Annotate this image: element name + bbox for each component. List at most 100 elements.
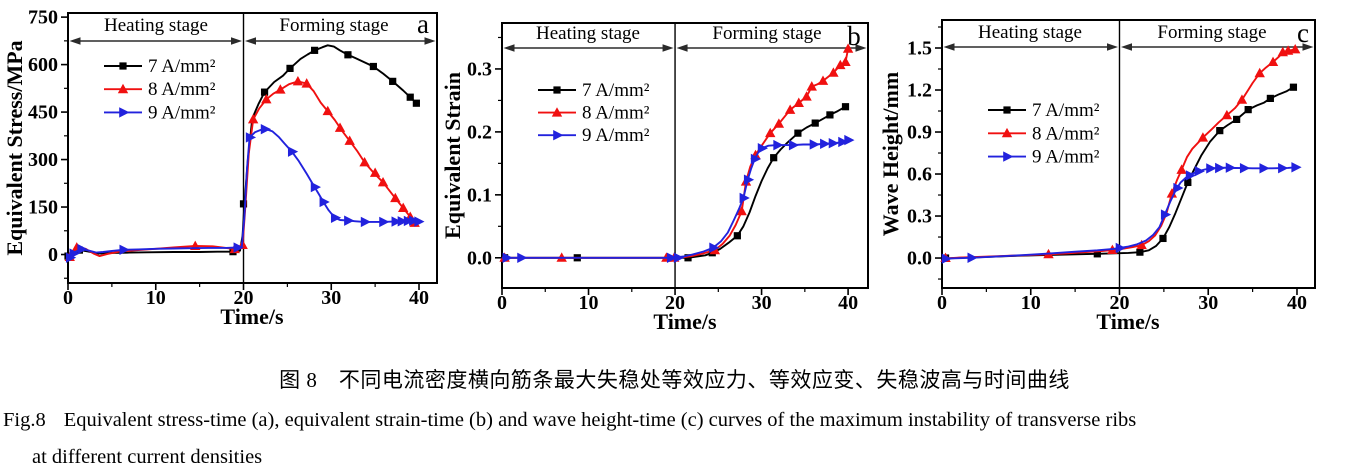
x-tick-label: 30 bbox=[752, 292, 772, 314]
chart-c: 0 10 20 30 40 0.0 0.3 0.6 0.9 1.2 1.5 Time/s Wave He… bbox=[878, 18, 1316, 334]
legend-label: 8 A/mm² bbox=[148, 79, 216, 100]
series-marker-9A bbox=[820, 138, 831, 150]
x-tick-label: 30 bbox=[1198, 292, 1218, 314]
series-marker-9A bbox=[330, 212, 342, 223]
series-marker-8A bbox=[1166, 188, 1178, 198]
x-tick-label: 20 bbox=[1109, 292, 1129, 314]
series-marker-8A bbox=[247, 113, 259, 124]
x-tick-label: 20 bbox=[234, 287, 254, 309]
stage-label: Forming stage bbox=[279, 15, 388, 36]
series-marker-7A bbox=[811, 119, 819, 127]
y-tick-label: 150 bbox=[28, 197, 58, 219]
series-marker-8A bbox=[1254, 67, 1265, 78]
y-tick-label: 750 bbox=[28, 7, 58, 29]
caption-english-line2: at different current densities bbox=[32, 446, 263, 468]
legend-marker-icon bbox=[119, 107, 130, 118]
series-marker-8A bbox=[369, 167, 381, 177]
series-marker-9A bbox=[1225, 162, 1236, 173]
y-tick-label: 1.5 bbox=[907, 38, 932, 60]
series-marker-8A bbox=[261, 94, 272, 104]
series-marker-9A bbox=[233, 242, 244, 253]
series-marker-9A bbox=[828, 138, 839, 149]
series-marker-7A bbox=[286, 64, 294, 72]
panel-letter: a bbox=[417, 9, 429, 39]
arrow-head-right-icon bbox=[1302, 43, 1314, 51]
arrow-head-left-icon bbox=[503, 44, 515, 52]
legend-label: 9 A/mm² bbox=[1032, 147, 1100, 168]
series-marker-9A bbox=[502, 252, 513, 263]
series-marker-8A bbox=[765, 127, 776, 138]
x-tick-label: 0 bbox=[63, 287, 73, 309]
x-tick-label: 20 bbox=[665, 292, 685, 314]
series-marker-9A bbox=[517, 252, 528, 263]
y-tick-label: 0.3 bbox=[467, 58, 492, 80]
y-tick-label: 0.6 bbox=[907, 164, 932, 186]
charts-canvas: 0 10 20 30 400150300450600750Time/sEquivalen… bbox=[2, 7, 1316, 334]
x-tick-label: 40 bbox=[838, 292, 858, 314]
series-marker-9A bbox=[119, 244, 130, 255]
legend-label: 9 A/mm² bbox=[582, 125, 650, 146]
series-marker-9A bbox=[1206, 163, 1217, 174]
series-marker-9A bbox=[1215, 162, 1226, 174]
legend-label: 8 A/mm² bbox=[1032, 123, 1100, 144]
legend-label: 7 A/mm² bbox=[1032, 100, 1100, 121]
y-tick-label: 0 bbox=[48, 244, 58, 266]
y-tick-label: 0.1 bbox=[467, 184, 492, 206]
stage-label: Heating stage bbox=[978, 22, 1082, 43]
x-axis-title: Time/s bbox=[653, 309, 717, 334]
series-marker-9A bbox=[379, 216, 390, 228]
series-marker-8A bbox=[835, 59, 846, 70]
y-tick-label: 450 bbox=[28, 102, 58, 124]
caption-english-text: Equivalent stress-time (a), equivalent s… bbox=[63, 409, 1137, 431]
series-marker-7A bbox=[412, 99, 420, 107]
legend-label: 9 A/mm² bbox=[148, 102, 216, 123]
series-marker-7A bbox=[406, 93, 414, 101]
series-marker-7A bbox=[310, 46, 319, 54]
panel-letter: c bbox=[1297, 18, 1309, 48]
series-marker-9A bbox=[1160, 209, 1172, 220]
caption-fig-number: Fig.8 bbox=[3, 409, 46, 431]
x-tick-label: 10 bbox=[146, 287, 166, 309]
series-marker-8A bbox=[292, 75, 304, 86]
series-marker-7A bbox=[1216, 127, 1224, 135]
x-axis-title: Time/s bbox=[1096, 309, 1160, 334]
series-marker-8A bbox=[334, 122, 346, 132]
series-marker-9A bbox=[967, 252, 978, 263]
arrow-head-right-icon bbox=[855, 44, 867, 52]
series-marker-9A bbox=[1115, 242, 1126, 254]
legend-marker-icon bbox=[551, 107, 563, 117]
x-tick-label: 0 bbox=[497, 292, 507, 314]
arrow-head-left-icon bbox=[1120, 43, 1132, 51]
series-marker-8A bbox=[344, 135, 355, 145]
series-marker-7A bbox=[1159, 234, 1167, 243]
series-marker-8A bbox=[1267, 56, 1279, 67]
series-marker-8A bbox=[784, 104, 796, 114]
series-marker-8A bbox=[828, 67, 839, 77]
y-tick-label: 0.0 bbox=[467, 247, 492, 269]
series-line-7A bbox=[941, 86, 1294, 260]
series-marker-9A bbox=[1291, 162, 1302, 173]
series-marker-9A bbox=[757, 143, 768, 154]
series-marker-7A bbox=[1266, 94, 1274, 103]
x-axis-title: Time/s bbox=[220, 304, 284, 329]
series-marker-8A bbox=[1236, 94, 1248, 104]
series-marker-8A bbox=[390, 192, 401, 203]
arrow-head-left-icon bbox=[676, 44, 688, 52]
series-marker-8A bbox=[806, 81, 817, 91]
series-marker-9A bbox=[403, 215, 415, 227]
series-marker-7A bbox=[841, 103, 850, 111]
legend-marker-icon bbox=[117, 83, 129, 94]
series-marker-9A bbox=[809, 139, 820, 150]
series-marker-8A bbox=[817, 75, 829, 85]
series-marker-9A bbox=[788, 139, 800, 151]
stage-label: Forming stage bbox=[1157, 22, 1266, 43]
legend-marker-icon bbox=[119, 62, 127, 70]
series-marker-9A bbox=[310, 181, 321, 193]
y-tick-label: 600 bbox=[28, 54, 58, 76]
y-tick-label: 0.9 bbox=[907, 122, 932, 144]
series-marker-9A bbox=[260, 123, 271, 135]
x-tick-label: 30 bbox=[321, 287, 341, 309]
series-marker-9A bbox=[844, 134, 855, 146]
series-marker-8A bbox=[275, 84, 286, 94]
legend-marker-icon bbox=[1003, 151, 1014, 162]
